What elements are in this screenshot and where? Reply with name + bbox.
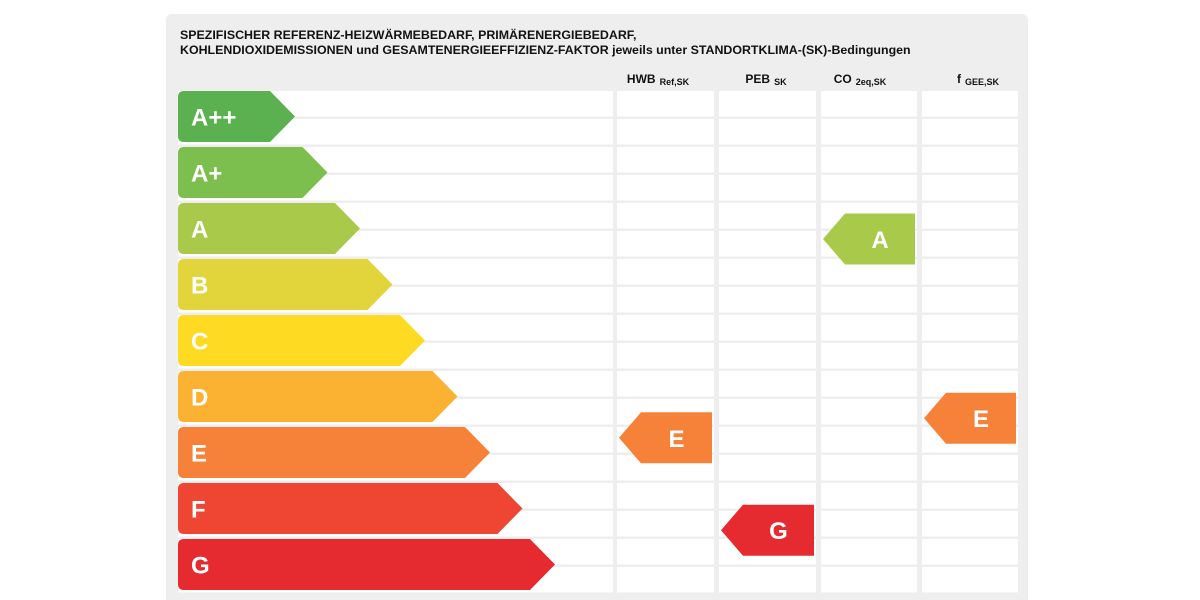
- column-header-hwb: HWB Ref,SK: [627, 72, 690, 87]
- column-cell: [821, 399, 917, 425]
- rating-label-hwb: E: [668, 426, 684, 453]
- class-label: G: [191, 553, 210, 580]
- column-cell: [821, 511, 917, 537]
- column-cell: [617, 567, 714, 593]
- column-cell: [617, 539, 714, 565]
- column-cell: [719, 231, 816, 257]
- column-cell: [617, 91, 714, 117]
- rating-label-f: E: [973, 406, 989, 433]
- column-cell: [922, 231, 1018, 257]
- column-cell: [922, 147, 1018, 173]
- rating-label-co: A: [871, 227, 888, 254]
- column-cell: [617, 231, 714, 257]
- class-label: C: [191, 329, 208, 356]
- column-cell: [719, 147, 816, 173]
- column-cell: [922, 371, 1018, 397]
- rating-indicator-hwb: [619, 412, 712, 464]
- title-line-1: SPEZIFISCHER REFERENZ-HEIZWÄRMEBEDARF, P…: [180, 28, 637, 42]
- column-cell: [719, 91, 816, 117]
- column-cell: [617, 259, 714, 285]
- column-cell: [922, 203, 1018, 229]
- column-cell: [719, 343, 816, 369]
- column-header-peb: PEB SK: [745, 72, 787, 87]
- class-arrow: [178, 147, 328, 198]
- class-arrow: [178, 427, 490, 478]
- column-cell: [719, 175, 816, 201]
- rating-indicator-peb: [721, 504, 814, 556]
- column-cell: [821, 287, 917, 313]
- column-cell: [617, 287, 714, 313]
- rating-label-peb: G: [769, 518, 788, 545]
- column-cell: [821, 147, 917, 173]
- class-label: A++: [191, 105, 236, 132]
- column-cell: [617, 371, 714, 397]
- column-cell: [821, 175, 917, 201]
- column-cell: [922, 483, 1018, 509]
- column-cell: [719, 315, 816, 341]
- column-cell: [617, 147, 714, 173]
- column-cell: [821, 483, 917, 509]
- column-cell: [719, 119, 816, 145]
- column-cell: [922, 511, 1018, 537]
- class-label: F: [191, 497, 206, 524]
- column-header-co: CO 2eq,SK: [834, 72, 887, 87]
- column-cell: [617, 175, 714, 201]
- column-cell: [719, 287, 816, 313]
- column-cell: [719, 371, 816, 397]
- column-cell: [719, 203, 816, 229]
- column-cell: [617, 119, 714, 145]
- column-cell: [617, 203, 714, 229]
- class-arrow: [178, 483, 523, 534]
- column-cell: [821, 567, 917, 593]
- column-cell: [719, 455, 816, 481]
- column-header-f: f GEE,SK: [957, 72, 1000, 87]
- class-arrow: [178, 91, 295, 142]
- column-cell: [821, 455, 917, 481]
- column-cell: [617, 483, 714, 509]
- title-line-2: KOHLENDIOXIDEMISSIONEN und GESAMTENERGIE…: [180, 43, 911, 57]
- column-cell: [922, 315, 1018, 341]
- rating-indicator-co: [823, 213, 915, 265]
- column-cell: [821, 371, 917, 397]
- column-cell: [821, 343, 917, 369]
- column-cell: [719, 259, 816, 285]
- column-cell: [922, 287, 1018, 313]
- class-label: D: [191, 385, 208, 412]
- class-arrow: [178, 315, 425, 366]
- class-label: E: [191, 441, 207, 468]
- column-cell: [821, 539, 917, 565]
- column-cell: [922, 91, 1018, 117]
- column-cell: [922, 539, 1018, 565]
- column-cell: [821, 315, 917, 341]
- column-cell: [617, 511, 714, 537]
- class-label: A: [191, 217, 208, 244]
- class-arrow: [178, 539, 555, 590]
- column-cell: [821, 91, 917, 117]
- column-cell: [922, 567, 1018, 593]
- column-cell: [821, 119, 917, 145]
- column-cell: [922, 455, 1018, 481]
- column-cell: [719, 399, 816, 425]
- column-cell: [922, 119, 1018, 145]
- chart-title: SPEZIFISCHER REFERENZ-HEIZWÄRMEBEDARF, P…: [180, 28, 1020, 58]
- class-arrow: [178, 259, 393, 310]
- column-cell: [922, 259, 1018, 285]
- column-cell: [922, 343, 1018, 369]
- class-arrow: [178, 371, 458, 422]
- class-label: B: [191, 273, 208, 300]
- column-cell: [719, 427, 816, 453]
- column-cell: [617, 343, 714, 369]
- rating-indicator-f: [924, 392, 1016, 444]
- column-cell: [922, 175, 1018, 201]
- column-cell: [821, 427, 917, 453]
- class-label: A+: [191, 161, 222, 188]
- column-cell: [617, 315, 714, 341]
- column-cell: [719, 567, 816, 593]
- column-cell: [719, 483, 816, 509]
- class-arrow: [178, 203, 360, 254]
